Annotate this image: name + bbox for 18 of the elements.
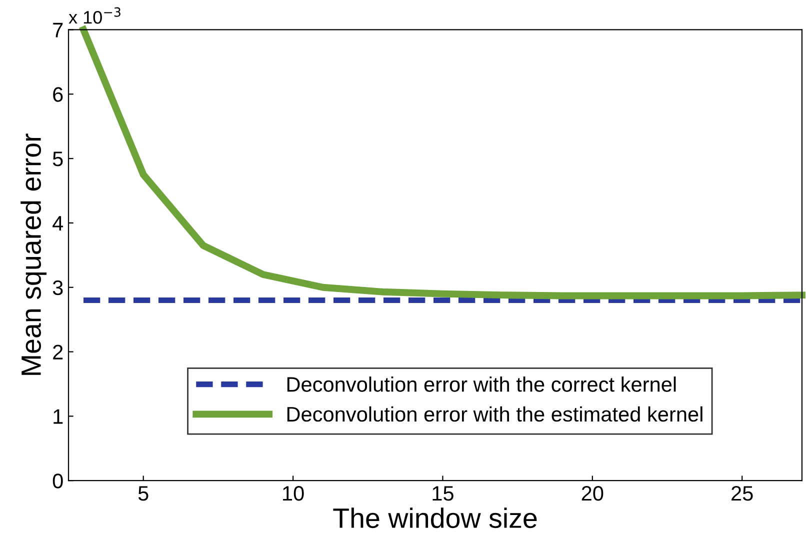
y-tick-label: 0 (52, 474, 63, 488)
y-axis-title: Mean squared error (20, 134, 47, 375)
y-tick-label: 4 (52, 216, 64, 230)
text: x 10$^{−3}$ (68, 7, 120, 24)
y-tick-label: 6 (53, 87, 63, 102)
y-tick-label: 7 (53, 22, 63, 38)
x-tick-label: 15 (432, 486, 454, 501)
y-tick-label: 2 (53, 344, 63, 360)
x-tick-label: 20 (582, 486, 604, 501)
y-tick-label: 5 (52, 152, 63, 166)
y-tick-label: 3 (52, 280, 63, 296)
legend-label: Deconvolution error with the correct kernel (287, 376, 676, 392)
x-axis-title: The window size (333, 508, 537, 528)
x-tick-label: 25 (732, 486, 753, 501)
x-tick-label: 5 (138, 486, 148, 501)
x-tick-label: 10 (283, 486, 304, 501)
legend-label: Deconvolution error with the estimated kernel (287, 406, 702, 422)
y-tick-label: 1 (54, 409, 63, 424)
